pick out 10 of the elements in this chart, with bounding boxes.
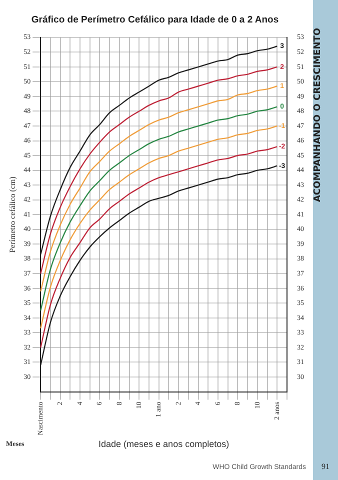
line-series xyxy=(40,146,278,348)
line-series xyxy=(40,125,278,329)
text: ACOMPANHANDO O CRESCIMENTO xyxy=(313,28,323,202)
text: 91 xyxy=(322,462,330,471)
line-series xyxy=(40,106,278,312)
chart-title: Gráfico de Perímetro Cefálico para Idade de 0 a 2 Anos xyxy=(31,14,279,26)
line-series xyxy=(40,86,278,292)
y-axis-title: Perímetro cefálico (cm) xyxy=(8,176,17,253)
x-axis-title: Idade (meses e anos completos) xyxy=(98,439,230,450)
line-series xyxy=(40,66,278,274)
